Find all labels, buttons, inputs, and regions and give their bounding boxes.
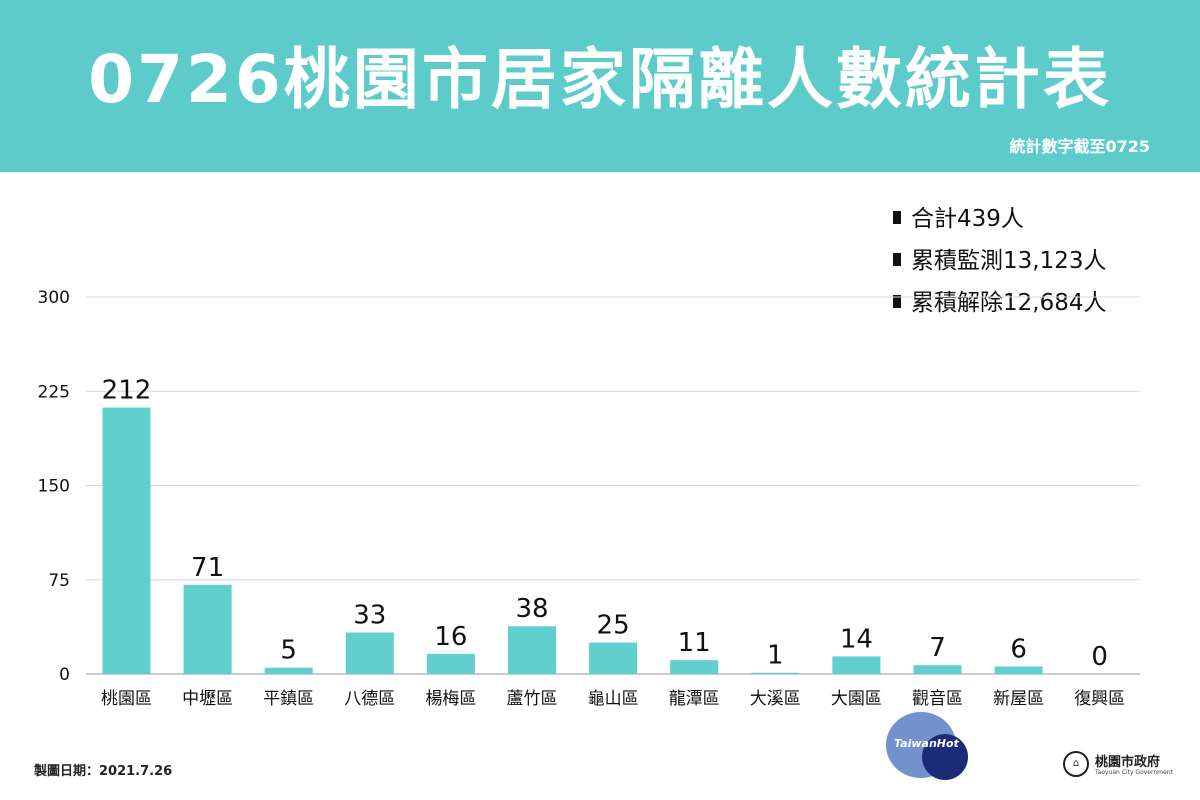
summary-released-text: 累積解除12,684人 bbox=[911, 290, 1107, 316]
bar bbox=[183, 584, 232, 674]
x-tick-label: 復興區 bbox=[1074, 689, 1125, 709]
x-tick-label: 龍潭區 bbox=[669, 689, 720, 709]
summary-monitored-text: 累積監測13,123人 bbox=[911, 248, 1107, 274]
x-tick-label: 八德區 bbox=[344, 689, 395, 709]
bar bbox=[994, 666, 1043, 674]
header-banner: 0726桃園市居家隔離人數統計表 統計數字截至0725 bbox=[0, 0, 1200, 172]
y-tick-label: 75 bbox=[48, 571, 70, 591]
data-label: 0 bbox=[1091, 642, 1108, 672]
y-tick-label: 225 bbox=[38, 382, 70, 402]
x-tick-label: 大園區 bbox=[831, 689, 882, 709]
bar bbox=[913, 665, 962, 674]
chart-date: 製圖日期：2021.7.26 bbox=[34, 764, 173, 779]
square-bullet-icon bbox=[893, 295, 901, 308]
x-tick-label: 平鎮區 bbox=[263, 689, 314, 709]
bar bbox=[832, 656, 881, 674]
data-label: 38 bbox=[515, 594, 548, 624]
data-label: 212 bbox=[102, 376, 152, 406]
x-tick-label: 楊梅區 bbox=[425, 689, 476, 709]
watermark-circle-dark bbox=[922, 734, 968, 780]
data-label: 7 bbox=[929, 633, 946, 663]
bar bbox=[670, 660, 719, 674]
data-label: 1 bbox=[767, 641, 784, 671]
summary-list: 合計439人 累積監測13,123人 累積解除12,684人 bbox=[893, 198, 1106, 324]
page-title: 0726桃園市居家隔離人數統計表 bbox=[88, 41, 1112, 118]
summary-total: 合計439人 bbox=[893, 198, 1106, 240]
bar bbox=[751, 672, 800, 674]
x-tick-label: 中壢區 bbox=[182, 689, 233, 709]
data-label: 11 bbox=[678, 628, 711, 658]
summary-monitored: 累積監測13,123人 bbox=[893, 240, 1106, 282]
bar bbox=[345, 632, 394, 674]
bar bbox=[426, 653, 475, 674]
gov-logo-name: 桃園市政府 bbox=[1095, 755, 1161, 770]
gov-logo-english: Taoyuan City Government bbox=[1095, 769, 1173, 776]
bar bbox=[589, 642, 638, 674]
watermark-text: TaiwanHot bbox=[894, 737, 959, 750]
x-tick-label: 新屋區 bbox=[993, 689, 1044, 709]
y-tick-label: 0 bbox=[59, 665, 70, 685]
data-label: 16 bbox=[434, 622, 467, 652]
data-label: 6 bbox=[1010, 634, 1027, 664]
x-tick-label: 蘆竹區 bbox=[507, 689, 558, 709]
x-tick-label: 大溪區 bbox=[750, 689, 801, 709]
x-tick-label: 桃園區 bbox=[101, 689, 152, 709]
taoyuan-government-logo: ⌂ 桃園市政府 Taoyuan City Government bbox=[1063, 750, 1173, 780]
data-label: 33 bbox=[353, 601, 386, 631]
bar bbox=[102, 407, 151, 674]
bar bbox=[508, 626, 556, 674]
y-tick-label: 300 bbox=[38, 288, 70, 308]
summary-released: 累積解除12,684人 bbox=[893, 282, 1106, 324]
x-tick-label: 觀音區 bbox=[912, 689, 963, 709]
city-seal-icon: ⌂ bbox=[1063, 751, 1089, 777]
square-bullet-icon bbox=[893, 253, 901, 266]
data-label: 25 bbox=[597, 611, 630, 641]
x-tick-label: 龜山區 bbox=[588, 689, 639, 709]
summary-total-text: 合計439人 bbox=[911, 206, 1024, 232]
data-label: 5 bbox=[280, 636, 297, 666]
y-tick-label: 150 bbox=[38, 477, 70, 497]
data-cutoff-note: 統計數字截至0725 bbox=[1009, 137, 1150, 156]
bar bbox=[264, 667, 313, 674]
taiwanhot-watermark-logo: TaiwanHot bbox=[886, 712, 968, 780]
data-label: 14 bbox=[840, 624, 873, 654]
data-label: 71 bbox=[191, 553, 224, 583]
square-bullet-icon bbox=[893, 211, 901, 224]
